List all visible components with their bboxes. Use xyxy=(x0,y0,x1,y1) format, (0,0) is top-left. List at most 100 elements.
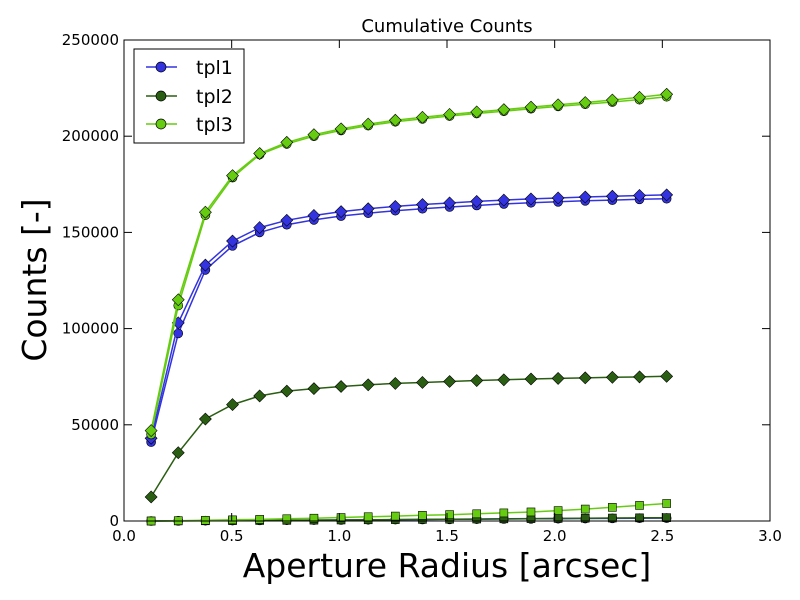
tick-layer: 0.0 0.5 1.0 1.5 2.0 2.5 3.0 0 50000 100000 150000 2… xyxy=(62,31,782,545)
data-point-tpl3 xyxy=(526,507,536,517)
legend-marker-tpl1 xyxy=(155,61,167,73)
x-tick-label: 1.5 xyxy=(435,527,459,545)
data-point-tpl2 xyxy=(171,446,185,460)
data-point-tpl3 xyxy=(388,113,402,127)
data-point-tpl3 xyxy=(578,96,592,109)
y-tick-label: 0 xyxy=(109,512,119,530)
series-tpl1-1 xyxy=(144,188,674,445)
x-tick-label: 0.0 xyxy=(112,527,136,545)
data-point-tpl3 xyxy=(418,511,427,520)
x-tick-label: 1.0 xyxy=(327,527,351,545)
data-point-tpl2 xyxy=(253,389,267,403)
y-axis-label: Counts [-] xyxy=(15,198,54,361)
data-point-tpl3 xyxy=(445,510,454,519)
data-point-tpl2 xyxy=(660,369,674,383)
data-point-tpl3 xyxy=(363,512,373,522)
legend-entry-tpl3: tpl3 xyxy=(146,114,233,136)
data-point-tpl2 xyxy=(198,412,212,426)
data-point-tpl3 xyxy=(282,514,292,524)
data-point-tpl2 xyxy=(524,372,538,386)
x-tick-label: 0.5 xyxy=(220,527,244,545)
data-point-tpl3 xyxy=(226,169,239,183)
data-point-tpl3 xyxy=(605,93,619,107)
data-point-tpl1 xyxy=(551,191,565,205)
series-tpl3-7 xyxy=(146,499,671,526)
data-point-tpl3 xyxy=(608,503,617,512)
data-point-tpl3 xyxy=(144,424,158,437)
data-point-tpl2 xyxy=(633,370,646,384)
data-point-tpl1 xyxy=(307,209,321,222)
series-tpl3-6 xyxy=(144,87,674,437)
data-point-tpl3 xyxy=(443,108,457,121)
data-point-tpl3 xyxy=(391,511,400,521)
y-tick-label: 250000 xyxy=(62,31,119,49)
data-point-tpl2 xyxy=(144,490,158,504)
x-tick-label: 2.0 xyxy=(543,527,567,545)
data-point-tpl1 xyxy=(443,196,457,210)
data-point-tpl1 xyxy=(470,194,484,208)
legend-marker-tpl2 xyxy=(155,90,167,102)
x-axis-label: Aperture Radius [arcsec] xyxy=(243,546,652,585)
data-point-tpl2 xyxy=(388,377,402,390)
data-point-tpl2 xyxy=(580,513,590,523)
data-point-tpl3 xyxy=(662,499,671,508)
series-layer xyxy=(144,87,674,526)
data-point-tpl3 xyxy=(309,513,319,523)
data-point-tpl2 xyxy=(416,376,429,389)
data-point-tpl2 xyxy=(578,371,592,385)
data-point-tpl2 xyxy=(443,375,457,388)
data-point-tpl1 xyxy=(633,189,646,202)
legend: tpl1 tpl2 tpl3 xyxy=(133,48,245,144)
data-point-tpl3 xyxy=(524,100,538,114)
data-point-tpl3 xyxy=(171,293,185,307)
data-point-tpl3 xyxy=(551,98,565,112)
legend-label-tpl2: tpl2 xyxy=(196,86,233,108)
data-point-tpl1 xyxy=(388,200,402,213)
data-point-tpl1 xyxy=(524,192,538,206)
data-point-tpl3 xyxy=(635,501,644,510)
data-point-tpl3 xyxy=(280,135,294,149)
data-point-tpl3 xyxy=(307,128,321,142)
data-point-tpl3 xyxy=(361,117,375,131)
series-tpl2-3 xyxy=(144,369,674,504)
y-tick-label: 200000 xyxy=(62,127,119,145)
data-point-tpl3 xyxy=(255,515,264,524)
data-point-tpl1 xyxy=(361,202,375,216)
data-point-tpl1 xyxy=(198,258,212,272)
x-tick-label: 2.5 xyxy=(650,527,674,545)
data-point-tpl3 xyxy=(470,105,484,119)
data-point-tpl3 xyxy=(580,504,590,514)
data-point-tpl1 xyxy=(578,190,592,204)
data-point-tpl1 xyxy=(334,205,348,219)
data-point-tpl3 xyxy=(201,516,210,525)
legend-label-tpl3: tpl3 xyxy=(196,114,233,136)
data-point-tpl2 xyxy=(470,374,484,387)
data-point-tpl2 xyxy=(226,398,239,412)
data-point-tpl3 xyxy=(633,90,646,104)
legend-marker-tpl3 xyxy=(155,118,167,130)
data-point-tpl2 xyxy=(280,384,294,398)
data-point-tpl3 xyxy=(198,205,212,219)
data-point-tpl1 xyxy=(226,234,239,248)
data-point-tpl2 xyxy=(608,513,617,523)
data-point-tpl2 xyxy=(361,378,375,392)
legend-entry-tpl1: tpl1 xyxy=(146,57,233,79)
data-point-tpl2 xyxy=(605,370,619,384)
chart-title: Cumulative Counts xyxy=(361,16,532,37)
y-tick-label: 150000 xyxy=(62,223,119,241)
data-point-tpl3 xyxy=(416,110,429,124)
y-tick-label: 50000 xyxy=(71,416,119,434)
data-point-tpl3 xyxy=(336,513,346,522)
data-point-tpl1 xyxy=(280,213,294,227)
legend-entry-tpl2: tpl2 xyxy=(146,86,233,108)
data-point-tpl2 xyxy=(334,380,348,393)
data-point-tpl2 xyxy=(635,513,644,523)
data-point-tpl1 xyxy=(660,188,674,202)
data-point-tpl3 xyxy=(228,515,237,525)
data-point-tpl3 xyxy=(660,87,674,101)
series-line-tpl3 xyxy=(151,502,667,522)
data-point-tpl3 xyxy=(497,103,511,117)
data-point-tpl3 xyxy=(472,509,482,519)
data-point-tpl1 xyxy=(605,189,619,203)
